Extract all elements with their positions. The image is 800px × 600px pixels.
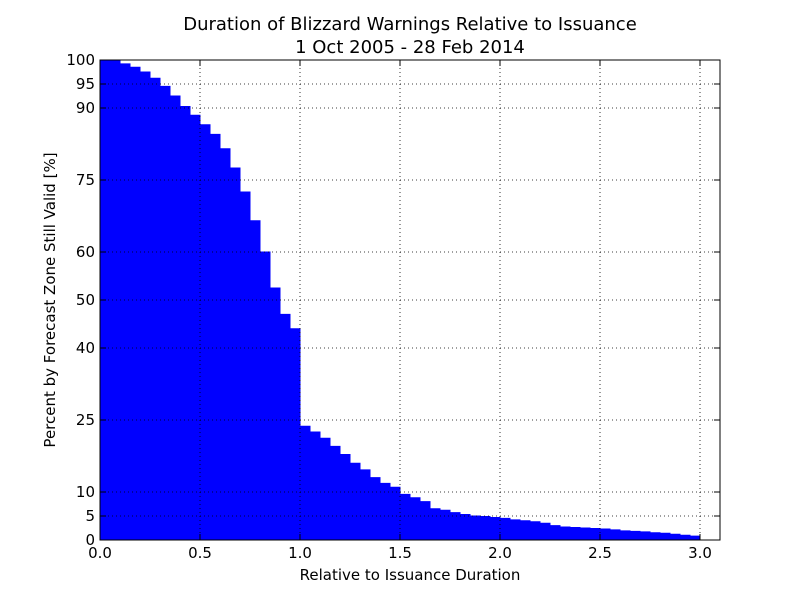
x-tick-label: 1.0	[288, 544, 312, 562]
y-tick-label: 95	[76, 75, 95, 93]
y-tick-label: 90	[76, 99, 95, 117]
y-tick-label: 50	[76, 291, 95, 309]
x-tick-label: 3.0	[688, 544, 712, 562]
y-tick-label: 75	[76, 171, 95, 189]
plot-area	[99, 59, 701, 541]
y-tick-label: 10	[76, 483, 95, 501]
chart-title: Duration of Blizzard Warnings Relative t…	[183, 14, 637, 35]
x-tick-label: 0.0	[88, 544, 112, 562]
x-tick-label: 0.5	[188, 544, 212, 562]
y-tick-label: 60	[76, 243, 95, 261]
y-tick-label: 40	[76, 339, 95, 357]
y-tick-label: 25	[76, 411, 95, 429]
y-tick-label: 0	[85, 531, 95, 549]
y-tick-label: 5	[85, 507, 95, 525]
x-axis: 0.0 0.5 1.0 1.5 2.0 2.5 3.0	[88, 60, 712, 562]
grid-lines	[100, 60, 720, 540]
x-tick-label: 1.5	[388, 544, 412, 562]
survival-area	[99, 59, 701, 541]
x-tick-label: 2.0	[488, 544, 512, 562]
y-axis: 0 5 10 25 40 50 60 75 90 95 100	[66, 51, 720, 549]
y-tick-label: 100	[66, 51, 95, 69]
x-tick-label: 2.5	[588, 544, 612, 562]
y-axis-label: Percent by Forecast Zone Still Valid [%]	[41, 152, 59, 447]
x-axis-label: Relative to Issuance Duration	[300, 566, 521, 584]
chart-subtitle: 1 Oct 2005 - 28 Feb 2014	[295, 37, 525, 58]
